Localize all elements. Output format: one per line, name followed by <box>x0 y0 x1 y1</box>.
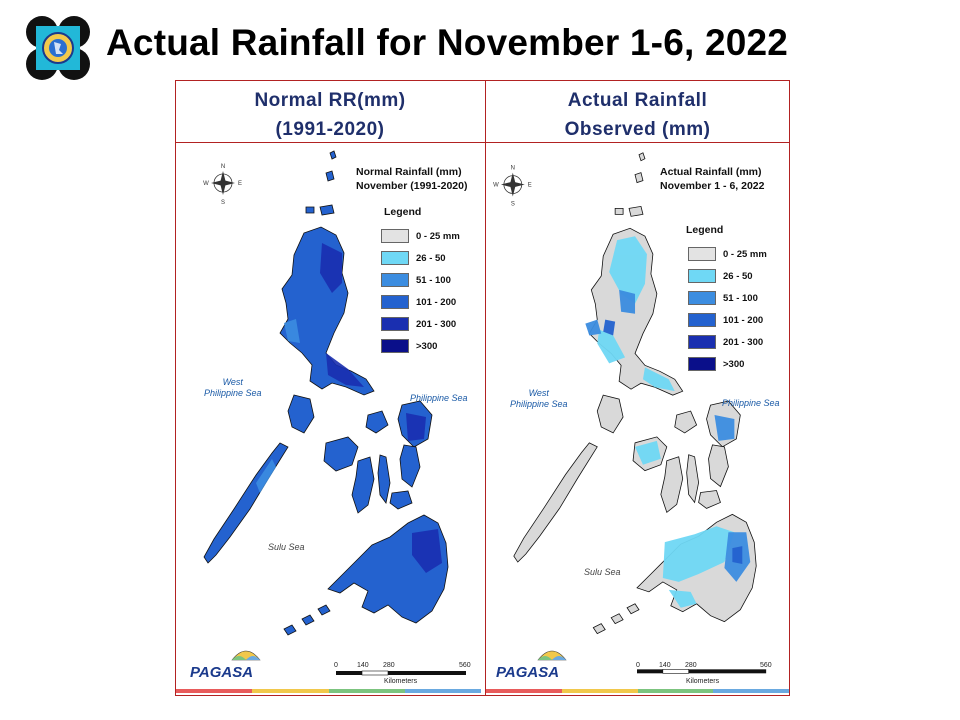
map-panel-actual: N S W E Actual Rainfall (mm) November 1 … <box>486 143 791 695</box>
sea-west-line1: West <box>528 388 549 398</box>
legend-label: 201 - 300 <box>416 318 457 330</box>
slide-title: Actual Rainfall for November 1-6, 2022 <box>106 22 789 63</box>
legend-swatch <box>381 229 409 243</box>
legend-swatch <box>688 335 716 349</box>
legend-item-actual: >300 <box>688 357 744 371</box>
legend-item-normal: 51 - 100 <box>381 273 451 287</box>
comparison-frame <box>175 80 790 696</box>
legend-label: 101 - 200 <box>723 314 764 326</box>
legend-item-actual: 101 - 200 <box>688 313 763 327</box>
compass-s: S <box>511 201 515 207</box>
umbrella-icon <box>537 650 567 661</box>
compass-w: W <box>493 183 499 189</box>
legend-label: 0 - 25 mm <box>416 230 460 242</box>
compass-n: N <box>511 166 515 172</box>
header-actual-line1: Actual Rainfall <box>567 90 708 111</box>
legend-item-actual: 201 - 300 <box>688 335 763 349</box>
map-title-actual-line2: November 1 - 6, 2022 <box>660 180 765 192</box>
scale-tick: 280 <box>383 662 395 669</box>
pagasa-logo-text: PAGASA <box>496 664 560 681</box>
scale-tick: 140 <box>659 662 671 669</box>
legend-label: 201 - 300 <box>723 336 764 348</box>
scale-tick: 280 <box>685 662 697 669</box>
scale-bar <box>336 670 466 676</box>
legend-item-actual: 26 - 50 <box>688 269 753 283</box>
legend-swatch <box>381 273 409 287</box>
legend-swatch <box>381 339 409 353</box>
umbrella-icon <box>231 650 261 661</box>
legend-item-normal: 201 - 300 <box>381 317 456 331</box>
header-normal-line2: (1991-2020) <box>275 119 385 140</box>
scale-unit: Kilometers <box>384 678 418 685</box>
header-normal-line1: Normal RR(mm) <box>254 90 406 111</box>
legend-swatch <box>381 251 409 265</box>
philippines-map-actual: N S W E <box>493 152 767 674</box>
legend-swatch <box>688 357 716 371</box>
legend-title-actual: Legend <box>686 224 724 236</box>
sea-west-line2: Philippine Sea <box>510 399 568 409</box>
legend-label: >300 <box>416 340 438 352</box>
map-title-normal-line1: Normal Rainfall (mm) <box>356 166 462 178</box>
scale-tick: 0 <box>636 662 640 669</box>
map-title-actual-line1: Actual Rainfall (mm) <box>660 166 762 178</box>
sea-west-line2: Philippine Sea <box>204 388 262 398</box>
pagasa-logo-text: PAGASA <box>190 664 254 681</box>
scale-tick: 140 <box>357 662 369 669</box>
map-title-actual: Actual Rainfall (mm) November 1 - 6, 202… <box>660 165 764 193</box>
scale-bar <box>637 669 767 674</box>
legend-swatch <box>688 269 716 283</box>
map-title-normal-line2: November (1991-2020) <box>356 180 468 192</box>
legend-label: 51 - 100 <box>416 274 451 286</box>
compass-n: N <box>221 164 225 170</box>
legend-label: >300 <box>723 358 745 370</box>
legend-swatch <box>381 295 409 309</box>
scale-unit: Kilometers <box>686 678 720 685</box>
philippines-map-normal: N S W E <box>203 150 466 676</box>
footer-color-bar <box>486 689 789 693</box>
header-actual-line2: Observed (mm) <box>564 119 711 140</box>
legend-item-actual: 0 - 25 mm <box>688 247 767 261</box>
legend-item-normal: 26 - 50 <box>381 251 446 265</box>
pagasa-seal-logo <box>26 16 90 80</box>
legend-item-normal: 0 - 25 mm <box>381 229 460 243</box>
sea-label-sulu: Sulu Sea <box>584 567 621 577</box>
sea-label-east: Philippine Sea <box>722 398 780 408</box>
compass-rose-icon: N S W E <box>203 164 242 206</box>
footer-color-bar <box>176 689 481 693</box>
legend-label: 51 - 100 <box>723 292 758 304</box>
legend-swatch <box>381 317 409 331</box>
legend-label: 101 - 200 <box>416 296 457 308</box>
compass-e: E <box>528 183 532 189</box>
compass-rose-icon: N S W E <box>493 166 532 208</box>
scale-tick: 560 <box>459 662 471 669</box>
legend-swatch <box>688 313 716 327</box>
frame-divider-horizontal <box>175 142 790 143</box>
frame-divider-vertical <box>485 80 486 696</box>
compass-e: E <box>238 181 242 187</box>
sea-west-line1: West <box>222 377 243 387</box>
header-normal: Normal RR(mm) (1991-2020) <box>176 86 484 144</box>
header-actual: Actual Rainfall Observed (mm) <box>486 86 789 144</box>
compass-s: S <box>221 200 225 206</box>
compass-w: W <box>203 181 209 187</box>
legend-title-normal: Legend <box>384 206 422 218</box>
scale-tick: 560 <box>760 662 772 669</box>
legend-label: 26 - 50 <box>723 270 753 282</box>
sea-label-sulu: Sulu Sea <box>268 542 305 552</box>
legend-item-normal: 101 - 200 <box>381 295 456 309</box>
sea-label-west: West Philippine Sea <box>510 388 568 410</box>
sea-label-west: West Philippine Sea <box>204 377 262 399</box>
legend-swatch <box>688 291 716 305</box>
sea-label-east: Philippine Sea <box>410 393 468 403</box>
legend-swatch <box>688 247 716 261</box>
map-panel-normal: N S W E Normal Rainfall (mm) November (1… <box>176 143 481 695</box>
legend-item-normal: >300 <box>381 339 437 353</box>
legend-item-actual: 51 - 100 <box>688 291 758 305</box>
scale-tick: 0 <box>334 662 338 669</box>
map-title-normal: Normal Rainfall (mm) November (1991-2020… <box>356 165 467 193</box>
legend-label: 26 - 50 <box>416 252 446 264</box>
legend-label: 0 - 25 mm <box>723 248 767 260</box>
